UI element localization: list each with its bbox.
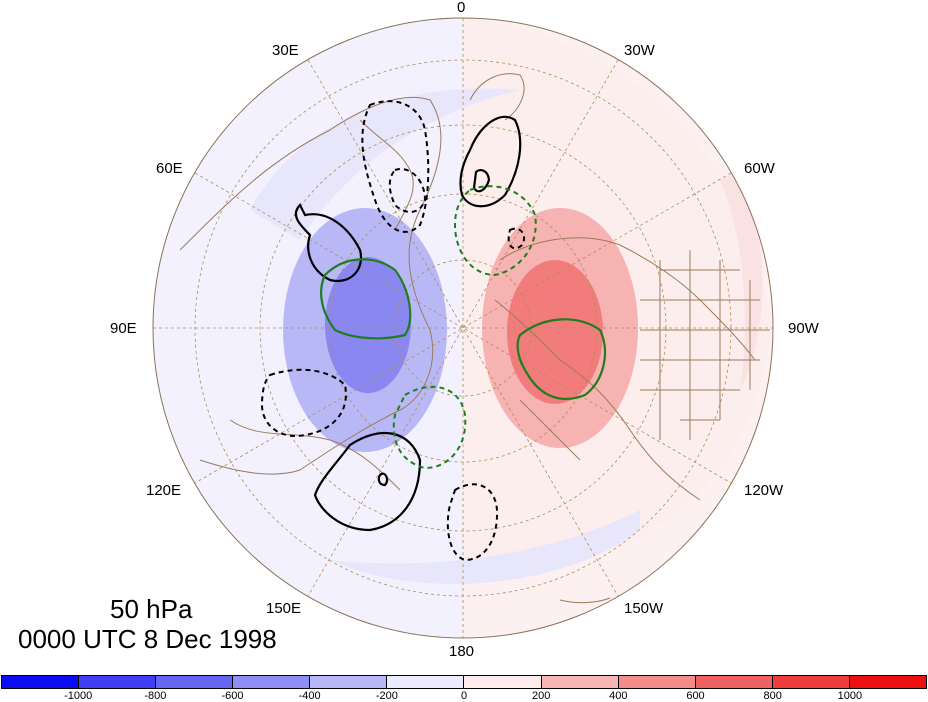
colorbar-segment — [849, 676, 926, 688]
negative-swirl-2 — [330, 510, 640, 584]
lon-label-150e: 150E — [266, 600, 302, 617]
lon-label-0: 0 — [457, 0, 466, 16]
colorbar-segment — [233, 676, 311, 688]
colorbar-tick-label: -200 — [375, 690, 398, 702]
lon-label-120w: 120W — [744, 482, 784, 499]
black-dashed-contours — [260, 100, 526, 562]
lon-label-60e: 60E — [156, 160, 183, 177]
colorbar-segment — [156, 676, 234, 688]
pressure-level-label: 50 hPa — [110, 594, 193, 624]
colorbar-segment — [695, 676, 773, 688]
colorbar-tick-label: -800 — [144, 690, 167, 702]
lon-label-120e: 120E — [146, 482, 182, 499]
lon-label-90e: 90E — [110, 320, 137, 337]
green-contours — [320, 258, 607, 400]
colorbar-tick-label: 0 — [460, 690, 468, 702]
meridians — [153, 18, 773, 638]
lon-label-30e: 30E — [272, 42, 299, 59]
lon-label-60w: 60W — [744, 160, 775, 177]
colorbar-segment — [618, 676, 696, 688]
colorbar-tick-label: 600 — [686, 690, 705, 702]
colorbar-tick-label: 200 — [531, 690, 551, 702]
colorbar-tick-label: -400 — [298, 690, 321, 702]
colorbar — [1, 675, 927, 689]
colorbar-segment — [2, 676, 80, 688]
positive-swirl — [720, 170, 763, 390]
colorbar-segment — [541, 676, 619, 688]
colorbar-segment — [79, 676, 157, 688]
lon-label-30w: 30W — [624, 42, 655, 59]
colorbar-tick-label: -1000 — [64, 690, 93, 702]
negative-anomaly-strong — [325, 257, 411, 393]
lon-label-150w: 150W — [624, 600, 664, 617]
colorbar-segment — [387, 676, 465, 688]
lon-label-90w: 90W — [788, 320, 819, 337]
lon-label-180: 180 — [449, 643, 475, 660]
colorbar-tick-label: 1000 — [837, 690, 863, 702]
black-contours — [294, 115, 522, 532]
colorbar-tick-label: -600 — [221, 690, 244, 702]
green-dashed-contours — [392, 185, 537, 470]
positive-anomaly-strong — [507, 260, 603, 404]
coastlines — [179, 73, 770, 604]
colorbar-tick-label: 400 — [609, 690, 628, 702]
colorbar-segment — [310, 676, 388, 688]
negative-swirl-1 — [250, 88, 520, 240]
colorbar-segment — [772, 676, 850, 688]
colorbar-segment — [464, 676, 542, 688]
timestamp-label: 0000 UTC 8 Dec 1998 — [18, 624, 277, 654]
map-boundary — [152, 17, 774, 639]
colorbar-tick-label: 800 — [763, 690, 782, 702]
